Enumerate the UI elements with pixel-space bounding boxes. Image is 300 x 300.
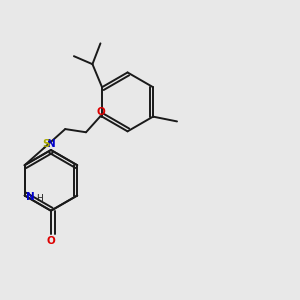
Text: H: H [36,194,42,203]
Text: O: O [46,236,55,246]
Text: N: N [46,139,55,149]
Text: S: S [42,139,50,149]
Text: O: O [97,107,106,117]
Text: N: N [26,192,35,202]
